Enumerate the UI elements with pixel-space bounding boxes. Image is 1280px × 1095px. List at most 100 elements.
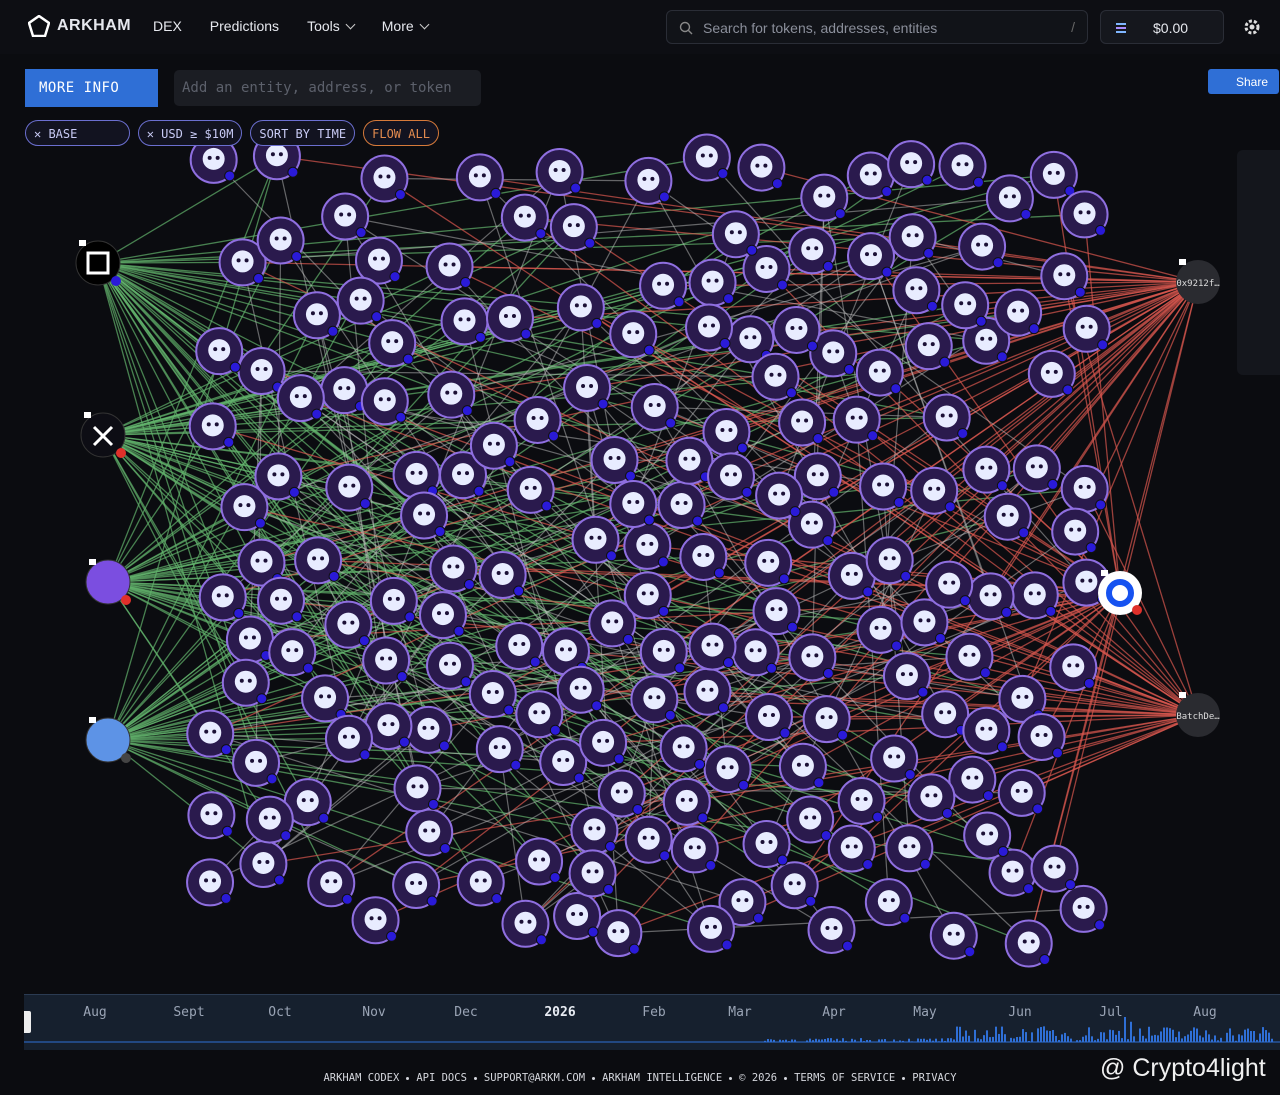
entity-node[interactable] [706,452,755,501]
entity-node[interactable] [485,293,534,342]
entity-node[interactable] [1049,643,1098,692]
entity-node[interactable] [439,451,488,500]
entity-node[interactable] [360,377,409,426]
entity-node[interactable] [392,450,441,499]
entity-node[interactable] [941,281,990,330]
entity-node[interactable] [515,837,564,886]
entity-node[interactable] [688,622,737,671]
nav-item[interactable]: Tools [307,18,354,34]
entity-node[interactable] [568,849,617,898]
entity-node[interactable] [855,348,904,397]
balance-button[interactable]: $0.00 [1100,10,1224,44]
entity-node[interactable] [688,258,737,307]
entity-node[interactable] [623,521,672,570]
entity-node[interactable] [786,795,835,844]
entity-node[interactable] [885,824,934,873]
entity-node[interactable] [609,310,658,359]
entity-node[interactable] [218,238,267,287]
entity-node[interactable] [900,598,949,647]
entity-node[interactable] [904,322,953,371]
entity-node[interactable] [351,896,400,945]
entity-node[interactable] [711,210,760,259]
entity-node[interactable] [187,791,236,840]
entity-node[interactable] [639,261,688,310]
entity-node[interactable] [590,435,639,484]
entity-node[interactable] [802,695,851,744]
entity-node[interactable] [440,297,489,346]
entity-node[interactable] [553,891,602,940]
nav-item[interactable]: More [382,18,428,34]
entity-node[interactable] [925,560,974,609]
entity-node[interactable] [624,815,673,864]
entity-node[interactable] [186,709,235,758]
entity-node[interactable] [703,745,752,794]
entity-node[interactable] [686,904,735,953]
entity-node[interactable] [887,140,936,189]
entity-node[interactable] [469,421,518,470]
entity-node[interactable] [827,824,876,873]
entity-node[interactable] [336,276,385,325]
entity-node[interactable] [256,216,305,265]
entity-node[interactable] [539,738,588,787]
entity-node[interactable] [369,576,418,625]
entity-node[interactable] [301,674,350,723]
entity-node[interactable] [963,811,1012,860]
entity-node[interactable] [837,776,886,825]
entity-node[interactable] [393,764,442,813]
entity-node[interactable] [864,878,913,927]
entity-node[interactable] [556,665,605,714]
entity-node[interactable] [195,327,244,376]
entity-node[interactable] [198,573,247,622]
entity-node[interactable] [859,462,908,511]
entity-node[interactable] [985,174,1034,223]
filter-chip[interactable]: FLOW ALL [363,120,439,146]
footer-link[interactable]: SUPPORT@ARKM.COM [483,1072,586,1084]
entity-node[interactable] [731,628,780,677]
entity-node[interactable] [856,605,905,654]
entity-node[interactable] [755,471,804,520]
entity-node[interactable] [800,173,849,222]
entity-node[interactable] [1004,919,1053,968]
entity-node[interactable] [500,193,549,242]
entity-node[interactable] [929,911,978,960]
footer-link[interactable]: © 2026 [739,1072,778,1084]
entity-node[interactable] [425,242,474,291]
entity-node[interactable] [938,142,987,191]
entity-node[interactable] [292,291,341,340]
entity-node[interactable] [737,143,786,192]
logo[interactable]: ARKHAM [28,15,131,37]
entity-node[interactable] [772,305,821,354]
search-box[interactable]: Search for tokens, addresses, entities / [666,10,1088,44]
entity-node[interactable] [788,226,837,275]
entity-node[interactable] [778,742,827,791]
entity-node[interactable] [793,452,842,501]
entity-node[interactable] [362,636,411,685]
entity-node[interactable] [579,718,628,767]
share-button[interactable]: Share [1208,69,1279,94]
entity-node[interactable] [1060,190,1109,239]
entity-node[interactable] [186,858,235,907]
entity-node[interactable] [630,383,679,432]
entity-node[interactable] [958,222,1007,271]
entity-node[interactable] [225,615,274,664]
filter-chip[interactable]: ✕ USD ≥ $10M [137,120,243,146]
entity-node[interactable] [962,316,1011,365]
entity-node[interactable] [324,600,373,649]
entity-node[interactable] [679,532,728,581]
entity-node[interactable] [882,652,931,701]
entity-node[interactable] [597,769,646,818]
entity-node[interactable] [744,693,793,742]
entity-node[interactable] [478,551,527,600]
more-info-button[interactable]: MORE INFO [25,69,158,107]
entity-node[interactable] [770,861,819,910]
entity-node[interactable] [659,724,708,773]
entity-node[interactable] [429,544,478,593]
footer-link[interactable]: ARKHAM INTELLIGENCE [602,1072,723,1084]
footer-link[interactable]: ARKHAM CODEX [323,1072,400,1084]
entity-node[interactable] [778,398,827,447]
filter-chip[interactable]: ✕ BASE [25,120,130,146]
entity-node[interactable] [962,706,1011,755]
entity-node[interactable] [368,319,417,368]
entity-node[interactable] [325,463,374,512]
entity-node[interactable] [427,370,476,419]
